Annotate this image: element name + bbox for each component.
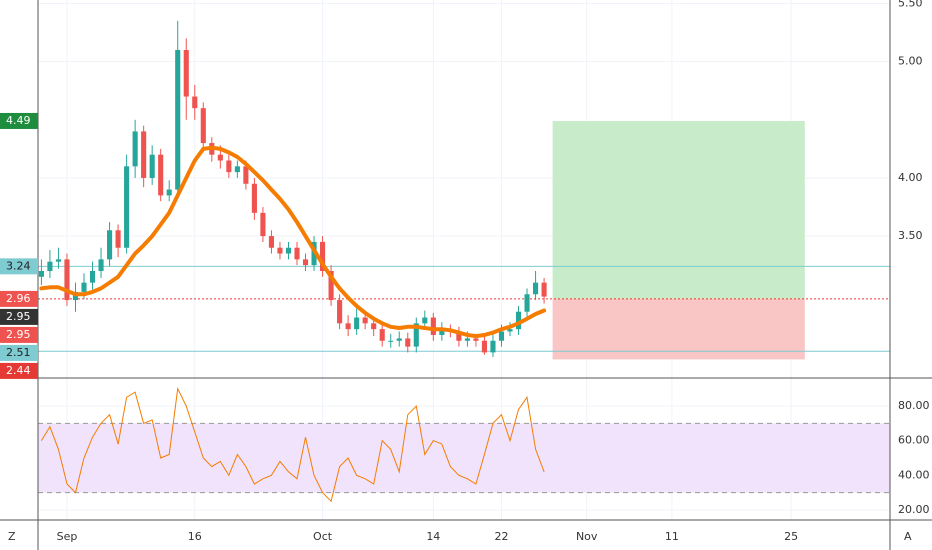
candle-body [464, 338, 470, 341]
x-tick-label: Sep [57, 530, 78, 543]
candle-body [81, 282, 87, 292]
price-badge-label: 3.24 [6, 259, 31, 272]
y-tick-label: 5.00 [898, 55, 923, 68]
candle-body [285, 247, 292, 254]
candle-body [64, 259, 70, 301]
price-badge-label: 2.95 [6, 310, 31, 323]
candle-body [38, 270, 44, 277]
profit-zone [552, 120, 805, 299]
x-tick-label: 22 [494, 530, 508, 543]
candle-body [320, 241, 326, 271]
candle-body [226, 160, 232, 173]
x-tick-label: 25 [784, 530, 798, 543]
price-badge [0, 258, 38, 275]
candle-body [107, 230, 113, 260]
price-badge [0, 362, 38, 379]
candle-body [124, 166, 130, 248]
price-badge [0, 344, 38, 361]
rsi-tick-label: 20.00 [898, 503, 930, 516]
corner-right[interactable]: A [904, 530, 912, 543]
candle-body [158, 154, 164, 196]
candle-body [354, 317, 360, 330]
plot [38, 20, 890, 503]
candle-body [47, 261, 53, 271]
candle-body [141, 131, 147, 178]
candle-body [473, 338, 479, 341]
candle-body [183, 50, 189, 97]
rsi-tick-label: 40.00 [898, 468, 930, 481]
candle-body [524, 294, 530, 312]
candle-body [251, 183, 257, 213]
price-badge [0, 112, 38, 129]
candle-body [175, 50, 181, 190]
candle-body [337, 300, 343, 324]
candle-body [89, 270, 96, 283]
candle-body [328, 270, 334, 301]
rsi-tick-label: 60.00 [898, 434, 930, 447]
candle-body [498, 331, 505, 341]
candle-body [405, 338, 411, 347]
x-tick-label: 16 [188, 530, 202, 543]
candle-body [371, 323, 377, 330]
y-tick-label: 5.50 [898, 0, 923, 9]
candle-body [490, 340, 496, 353]
y-tick-label: 4.00 [898, 171, 923, 184]
candle-body [362, 317, 368, 324]
candle-body [481, 340, 488, 353]
corner-left[interactable]: Z [8, 530, 16, 543]
candle-body [200, 108, 206, 144]
rsi-line [40, 386, 545, 503]
candle-body [243, 166, 249, 184]
candle-body [439, 329, 445, 335]
price-badge-label: 2.51 [6, 346, 31, 359]
candle-body [302, 259, 309, 266]
candle-body [132, 131, 138, 167]
candle-body [422, 317, 428, 324]
price-badge-label: 4.49 [6, 114, 31, 127]
candle-body [55, 259, 62, 262]
candle-body [515, 311, 522, 330]
candle-body [413, 323, 419, 347]
x-tick-label: Oct [313, 530, 333, 543]
candle-body [260, 212, 266, 237]
y-tick-label: 3.50 [898, 229, 923, 242]
candle-body [217, 154, 223, 161]
candle-body [379, 329, 385, 341]
price-badge [0, 290, 38, 307]
rsi-band [38, 423, 890, 493]
loss-zone [552, 298, 805, 360]
candle-body [396, 338, 402, 341]
price-badge [0, 308, 38, 325]
candle-body [234, 166, 240, 173]
candle-body [345, 323, 351, 330]
candle-body [541, 282, 547, 297]
candle-body [533, 282, 539, 295]
candle-body [388, 340, 394, 342]
candle-body [507, 329, 513, 332]
candle-body [115, 230, 121, 248]
candle-body [98, 259, 104, 271]
candle-body [430, 317, 436, 335]
candle-body [149, 154, 155, 178]
moving-average [39, 145, 547, 339]
price-badge [0, 326, 38, 343]
price-badge-label: 2.95 [6, 328, 31, 341]
price-badge-label: 2.96 [6, 292, 31, 305]
x-tick-label: 14 [426, 530, 440, 543]
candle-body [456, 331, 462, 341]
candle-body [268, 236, 275, 248]
candle-body [277, 247, 283, 254]
price-badge-label: 2.44 [6, 364, 31, 377]
candle-body [166, 189, 172, 196]
rsi-tick-label: 80.00 [898, 399, 930, 412]
x-tick-label: Nov [576, 530, 598, 543]
candle-body [294, 247, 300, 260]
candle-body [192, 96, 198, 109]
x-tick-label: 11 [665, 530, 679, 543]
